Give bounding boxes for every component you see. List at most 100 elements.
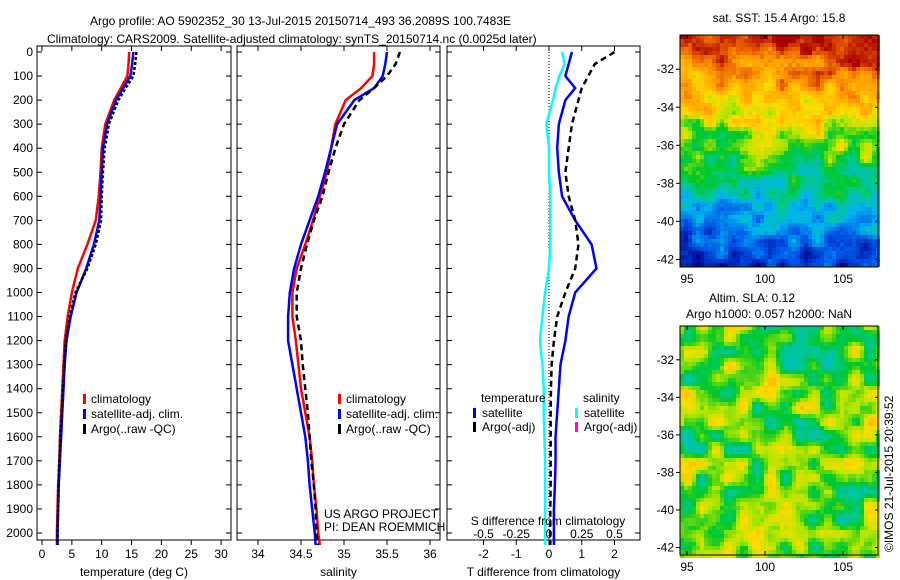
map-cell [724, 215, 728, 219]
map-cell [796, 378, 800, 382]
map-cell [704, 386, 708, 390]
map-cell [744, 35, 748, 39]
map-cell [684, 247, 688, 251]
map-cell [804, 259, 808, 263]
map-cell [696, 47, 700, 51]
map-cell [780, 263, 784, 267]
map-cell [712, 87, 716, 91]
map-cell [856, 207, 860, 211]
map-cell [792, 59, 796, 63]
map-cell [856, 406, 860, 410]
map-cell [720, 107, 724, 111]
map-cell [820, 422, 824, 426]
map-cell [740, 183, 744, 187]
map-cell [744, 358, 748, 362]
map-cell [704, 402, 708, 406]
map-cell [732, 147, 736, 151]
map-cell [724, 211, 728, 215]
map-cell [824, 446, 828, 450]
map-cell [692, 462, 696, 466]
legend-swatch [575, 408, 578, 418]
map-cell [860, 382, 864, 386]
map-cell [784, 43, 788, 47]
map-cell [840, 235, 844, 239]
map-cell [836, 151, 840, 155]
map-cell [780, 219, 784, 223]
map-cell [820, 63, 824, 67]
map-cell [864, 450, 868, 454]
map-cell [708, 263, 712, 267]
map-cell [692, 131, 696, 135]
map-cell [848, 111, 852, 115]
map-cell [748, 350, 752, 354]
map-cell [684, 342, 688, 346]
map-cell [732, 434, 736, 438]
map-cell [828, 410, 832, 414]
map-cell [844, 330, 848, 334]
map-cell [856, 227, 860, 231]
map-cell [860, 103, 864, 107]
map-cell [712, 175, 716, 179]
map-cell [756, 99, 760, 103]
map-cell [680, 55, 684, 59]
map-cell [828, 147, 832, 151]
map-cell [772, 342, 776, 346]
map-cell [700, 91, 704, 95]
map-cell [832, 139, 836, 143]
map-cell [800, 410, 804, 414]
map-cell [788, 175, 792, 179]
map-cell [796, 135, 800, 139]
map-cell [836, 410, 840, 414]
map-cell [776, 394, 780, 398]
map-cell [696, 390, 700, 394]
map-cell [824, 358, 828, 362]
map-cell [800, 59, 804, 63]
map-cell [872, 55, 876, 59]
map-cell [684, 426, 688, 430]
map-cell [868, 462, 872, 466]
map-cell [740, 466, 744, 470]
map-cell [804, 223, 808, 227]
map-cell [756, 39, 760, 43]
map-cell [760, 123, 764, 127]
map-cell [744, 263, 748, 267]
map-cell [792, 183, 796, 187]
map-cell [724, 223, 728, 227]
map-cell [808, 410, 812, 414]
map-cell [732, 390, 736, 394]
map-cell [856, 354, 860, 358]
map-cell [824, 334, 828, 338]
map-cell [820, 450, 824, 454]
map-cell [832, 354, 836, 358]
map-cell [844, 75, 848, 79]
map-cell [684, 91, 688, 95]
map-cell [728, 107, 732, 111]
map-cell [760, 71, 764, 75]
map-cell [708, 223, 712, 227]
map-cell [732, 454, 736, 458]
map-cell [860, 386, 864, 390]
map-cell [724, 418, 728, 422]
map-cell [720, 346, 724, 350]
map-cell [708, 107, 712, 111]
map-cell [692, 458, 696, 462]
map-cell [708, 358, 712, 362]
map-cell [776, 35, 780, 39]
map-cell [756, 354, 760, 358]
map-cell [744, 462, 748, 466]
map-cell [800, 354, 804, 358]
map-cell [864, 223, 868, 227]
map-cell [828, 199, 832, 203]
map-cell [844, 462, 848, 466]
map-cell [776, 366, 780, 370]
map-cell [800, 378, 804, 382]
map-cell [844, 255, 848, 259]
map-cell [724, 39, 728, 43]
map-cell [872, 59, 876, 63]
map-cell [696, 127, 700, 131]
map-cell [680, 426, 684, 430]
map-cell [836, 247, 840, 251]
map-cell [788, 386, 792, 390]
map-cell [788, 398, 792, 402]
map-cell [756, 438, 760, 442]
